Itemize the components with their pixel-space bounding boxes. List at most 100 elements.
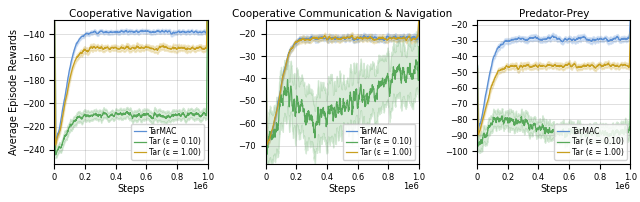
TarMAC <box>579 36 586 39</box>
Line: TarMAC: TarMAC <box>477 18 630 129</box>
Tar (ε = 1.00) <box>474 134 482 136</box>
Line: Tar (ε = 1.00): Tar (ε = 1.00) <box>54 0 207 145</box>
TarMAC <box>381 38 389 40</box>
Tar (ε = 1.00) <box>536 64 543 66</box>
Line: Tar (ε = 0.10): Tar (ε = 0.10) <box>54 2 207 155</box>
Tar (ε = 1.00) <box>489 81 497 84</box>
Tar (ε = 0.10) <box>52 154 60 156</box>
TarMAC <box>67 66 74 68</box>
Tar (ε = 0.10) <box>262 69 269 72</box>
Tar (ε = 1.00) <box>596 63 604 65</box>
Tar (ε = 1.00) <box>385 38 392 41</box>
Tar (ε = 0.10) <box>627 79 634 81</box>
Tar (ε = 0.10) <box>67 123 74 125</box>
Title: Cooperative Communication & Navigation: Cooperative Communication & Navigation <box>232 9 452 19</box>
Line: Tar (ε = 0.10): Tar (ε = 0.10) <box>266 47 419 154</box>
Tar (ε = 1.00) <box>627 31 634 33</box>
Text: 1e6: 1e6 <box>614 182 630 191</box>
Line: Tar (ε = 1.00): Tar (ε = 1.00) <box>477 32 630 135</box>
Tar (ε = 0.10) <box>173 115 180 117</box>
Tar (ε = 1.00) <box>367 37 375 40</box>
Tar (ε = 1.00) <box>593 65 601 67</box>
Tar (ε = 0.10) <box>118 113 126 116</box>
X-axis label: Steps: Steps <box>117 184 145 194</box>
Tar (ε = 1.00) <box>118 46 126 48</box>
Line: Tar (ε = 0.10): Tar (ε = 0.10) <box>477 69 630 146</box>
X-axis label: Steps: Steps <box>540 184 568 194</box>
TarMAC <box>474 128 482 130</box>
TarMAC <box>489 58 497 60</box>
TarMAC <box>367 36 375 38</box>
Tar (ε = 0.10) <box>579 131 586 133</box>
Tar (ε = 0.10) <box>367 89 375 92</box>
Tar (ε = 0.10) <box>278 100 285 103</box>
Title: Predator-Prey: Predator-Prey <box>518 9 589 19</box>
TarMAC <box>113 31 120 33</box>
X-axis label: Steps: Steps <box>329 184 356 194</box>
Line: Tar (ε = 1.00): Tar (ε = 1.00) <box>266 14 419 144</box>
Tar (ε = 1.00) <box>113 47 120 49</box>
TarMAC <box>330 37 337 39</box>
Tar (ε = 1.00) <box>324 38 332 40</box>
Tar (ε = 0.10) <box>156 115 164 117</box>
Tar (ε = 0.10) <box>593 135 601 138</box>
Tar (ε = 1.00) <box>156 45 164 48</box>
TarMAC <box>474 66 481 68</box>
Tar (ε = 1.00) <box>67 77 74 79</box>
Tar (ε = 1.00) <box>579 65 586 67</box>
TarMAC <box>385 36 392 38</box>
Text: 1e6: 1e6 <box>192 182 207 191</box>
Legend: TarMAC, Tar (ε = 0.10), Tar (ε = 1.00): TarMAC, Tar (ε = 0.10), Tar (ε = 1.00) <box>554 124 627 160</box>
Tar (ε = 0.10) <box>381 79 389 82</box>
Tar (ε = 0.10) <box>415 45 423 48</box>
Tar (ε = 1.00) <box>173 48 180 50</box>
Tar (ε = 1.00) <box>541 65 548 68</box>
Tar (ε = 0.10) <box>474 68 481 70</box>
TarMAC <box>262 70 269 72</box>
Tar (ε = 0.10) <box>263 153 271 156</box>
TarMAC <box>173 31 180 34</box>
Legend: TarMAC, Tar (ε = 0.10), Tar (ε = 1.00): TarMAC, Tar (ε = 0.10), Tar (ε = 1.00) <box>342 124 415 160</box>
TarMAC <box>51 16 58 19</box>
Text: 1e6: 1e6 <box>403 182 419 191</box>
Tar (ε = 1.00) <box>170 47 178 50</box>
Tar (ε = 1.00) <box>263 143 271 145</box>
Tar (ε = 0.10) <box>541 132 548 134</box>
TarMAC <box>627 17 634 19</box>
Tar (ε = 1.00) <box>415 13 423 15</box>
TarMAC <box>278 82 285 84</box>
TarMAC <box>541 38 548 41</box>
Tar (ε = 1.00) <box>262 71 269 74</box>
Tar (ε = 0.10) <box>596 132 604 135</box>
Tar (ε = 0.10) <box>113 112 120 114</box>
Legend: TarMAC, Tar (ε = 0.10), Tar (ε = 1.00): TarMAC, Tar (ε = 0.10), Tar (ε = 1.00) <box>131 124 204 160</box>
TarMAC <box>596 38 604 40</box>
Title: Cooperative Navigation: Cooperative Navigation <box>69 9 193 19</box>
TarMAC <box>264 140 272 143</box>
TarMAC <box>415 14 423 16</box>
TarMAC <box>118 30 126 32</box>
Tar (ε = 1.00) <box>330 37 337 40</box>
Tar (ε = 0.10) <box>330 118 337 120</box>
Tar (ε = 0.10) <box>489 119 497 122</box>
Tar (ε = 0.10) <box>324 113 332 115</box>
Tar (ε = 1.00) <box>278 83 285 85</box>
Tar (ε = 1.00) <box>52 144 60 146</box>
Tar (ε = 0.10) <box>536 126 543 128</box>
Tar (ε = 0.10) <box>474 145 482 147</box>
Tar (ε = 0.10) <box>204 1 211 3</box>
Tar (ε = 0.10) <box>385 75 392 78</box>
TarMAC <box>170 32 178 34</box>
TarMAC <box>156 31 164 33</box>
TarMAC <box>324 38 332 40</box>
TarMAC <box>536 38 543 40</box>
Line: TarMAC: TarMAC <box>266 15 419 141</box>
Line: TarMAC: TarMAC <box>54 0 207 143</box>
TarMAC <box>52 141 60 144</box>
Tar (ε = 0.10) <box>51 22 58 25</box>
Y-axis label: Average Episode Rewards: Average Episode Rewards <box>9 29 19 155</box>
Tar (ε = 0.10) <box>170 114 178 116</box>
Tar (ε = 1.00) <box>381 38 389 40</box>
TarMAC <box>593 38 601 41</box>
Tar (ε = 1.00) <box>51 17 58 20</box>
